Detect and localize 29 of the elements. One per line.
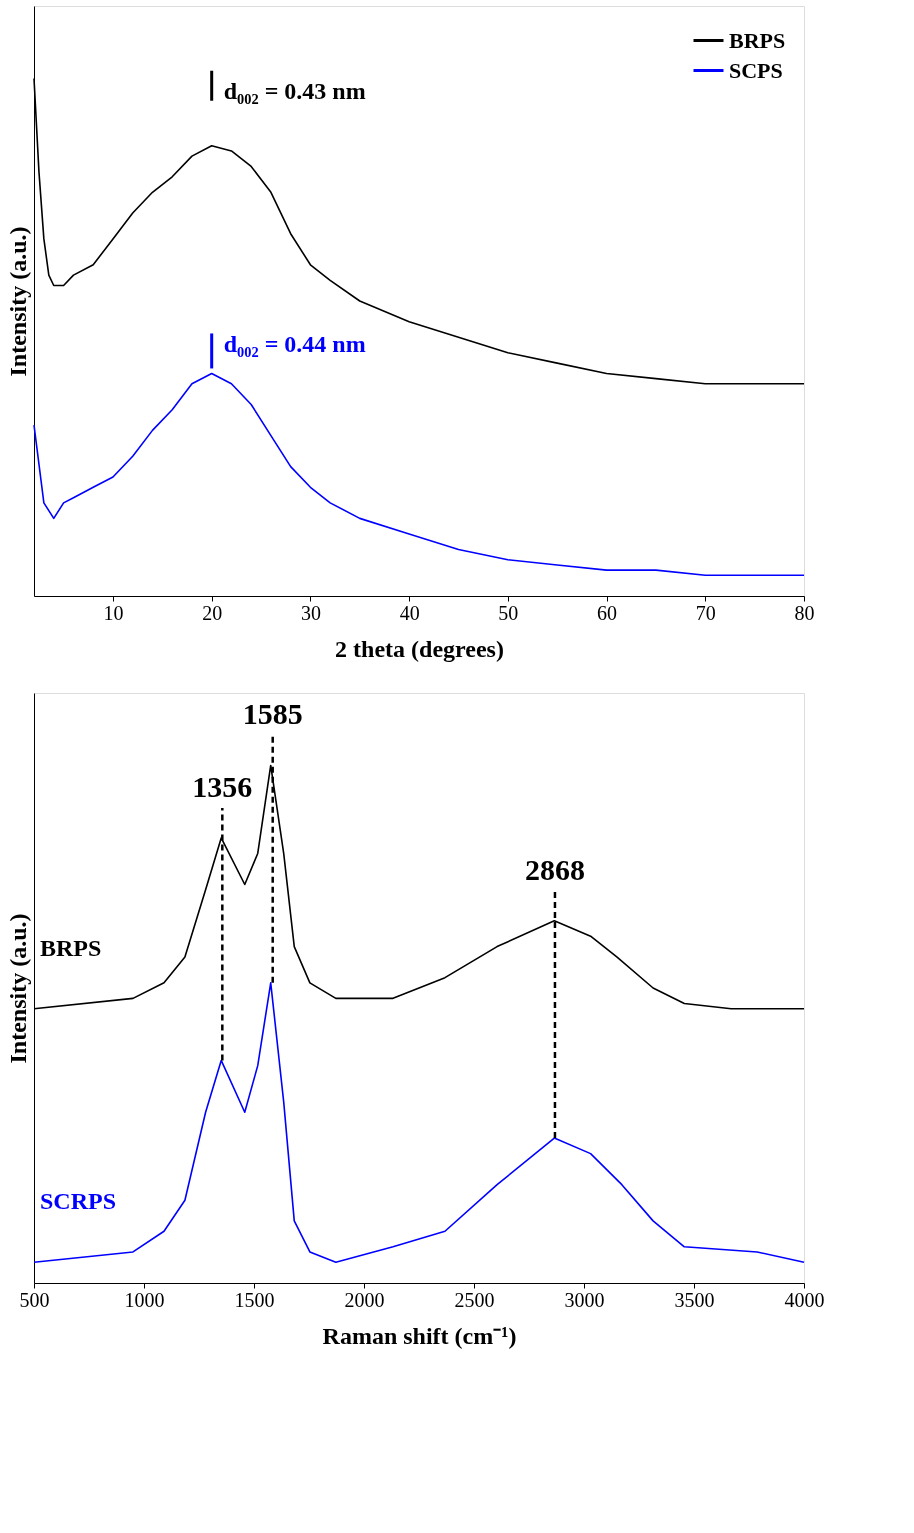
x-tick-label: 70 bbox=[695, 601, 716, 624]
y-axis-title: Intensity (a.u.) bbox=[4, 913, 31, 1064]
legend-label: BRPS bbox=[729, 27, 786, 53]
annotation: d₀₀₂ = 0.44 nm bbox=[223, 331, 366, 358]
x-tick-label: 2500 bbox=[454, 1288, 495, 1311]
legend-label: SCPS bbox=[729, 57, 783, 83]
ref-line-label: 2868 bbox=[524, 852, 585, 886]
ref-line-label: 1585 bbox=[242, 697, 303, 731]
x-tick-label: 500 bbox=[19, 1288, 50, 1311]
x-tick-label: 50 bbox=[498, 601, 519, 624]
x-tick-label: 2000 bbox=[344, 1288, 385, 1311]
annotation: d₀₀₂ = 0.43 nm bbox=[223, 77, 366, 104]
x-axis-title: 2 theta (degrees) bbox=[335, 635, 504, 662]
x-tick-label: 40 bbox=[399, 601, 420, 624]
x-axis-title: Raman shift (cm⁻¹) bbox=[322, 1322, 517, 1349]
x-tick-label: 4000 bbox=[784, 1288, 825, 1311]
series-label: SCRPS bbox=[40, 1188, 117, 1215]
x-tick-label: 30 bbox=[300, 601, 321, 624]
x-tick-label: 1500 bbox=[234, 1288, 275, 1311]
x-tick-label: 3000 bbox=[564, 1288, 605, 1311]
x-tick-label: 1000 bbox=[124, 1288, 165, 1311]
series-label: BRPS bbox=[40, 934, 102, 961]
x-tick-label: 3500 bbox=[674, 1288, 715, 1311]
x-tick-label: 80 bbox=[794, 601, 815, 624]
x-tick-label: 10 bbox=[103, 601, 124, 624]
x-tick-label: 60 bbox=[597, 601, 618, 624]
y-axis-title: Intensity (a.u.) bbox=[4, 226, 31, 377]
x-tick-label: 20 bbox=[202, 601, 223, 624]
ref-line-label: 1356 bbox=[192, 769, 253, 803]
